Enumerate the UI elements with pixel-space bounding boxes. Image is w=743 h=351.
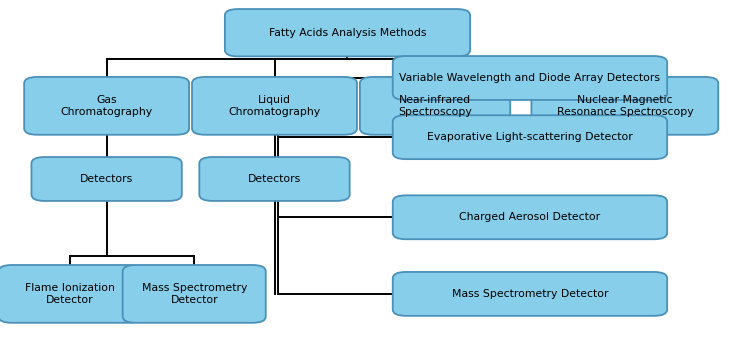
Text: Fatty Acids Analysis Methods: Fatty Acids Analysis Methods xyxy=(269,28,426,38)
Text: Evaporative Light-scattering Detector: Evaporative Light-scattering Detector xyxy=(427,132,633,142)
Text: Detectors: Detectors xyxy=(80,174,133,184)
FancyBboxPatch shape xyxy=(25,77,189,135)
FancyBboxPatch shape xyxy=(531,77,718,135)
FancyBboxPatch shape xyxy=(393,272,667,316)
Text: Nuclear Magnetic
Resonance Spectroscopy: Nuclear Magnetic Resonance Spectroscopy xyxy=(557,95,693,117)
Text: Variable Wavelength and Diode Array Detectors: Variable Wavelength and Diode Array Dete… xyxy=(400,73,661,83)
Text: Charged Aerosol Detector: Charged Aerosol Detector xyxy=(459,212,600,222)
Text: Liquid
Chromatography: Liquid Chromatography xyxy=(228,95,320,117)
FancyBboxPatch shape xyxy=(199,157,350,201)
Text: Gas
Chromatography: Gas Chromatography xyxy=(61,95,153,117)
FancyBboxPatch shape xyxy=(123,265,266,323)
FancyBboxPatch shape xyxy=(225,9,470,57)
FancyBboxPatch shape xyxy=(360,77,510,135)
FancyBboxPatch shape xyxy=(31,157,182,201)
FancyBboxPatch shape xyxy=(192,77,357,135)
Text: Detectors: Detectors xyxy=(248,174,301,184)
Text: Mass Spectrometry
Detector: Mass Spectrometry Detector xyxy=(141,283,247,305)
Text: Flame Ionization
Detector: Flame Ionization Detector xyxy=(25,283,115,305)
Text: Mass Spectrometry Detector: Mass Spectrometry Detector xyxy=(452,289,609,299)
FancyBboxPatch shape xyxy=(393,115,667,159)
FancyBboxPatch shape xyxy=(393,56,667,100)
FancyBboxPatch shape xyxy=(393,196,667,239)
FancyBboxPatch shape xyxy=(0,265,142,323)
Text: Near-infrared
Spectroscopy: Near-infrared Spectroscopy xyxy=(398,95,472,117)
